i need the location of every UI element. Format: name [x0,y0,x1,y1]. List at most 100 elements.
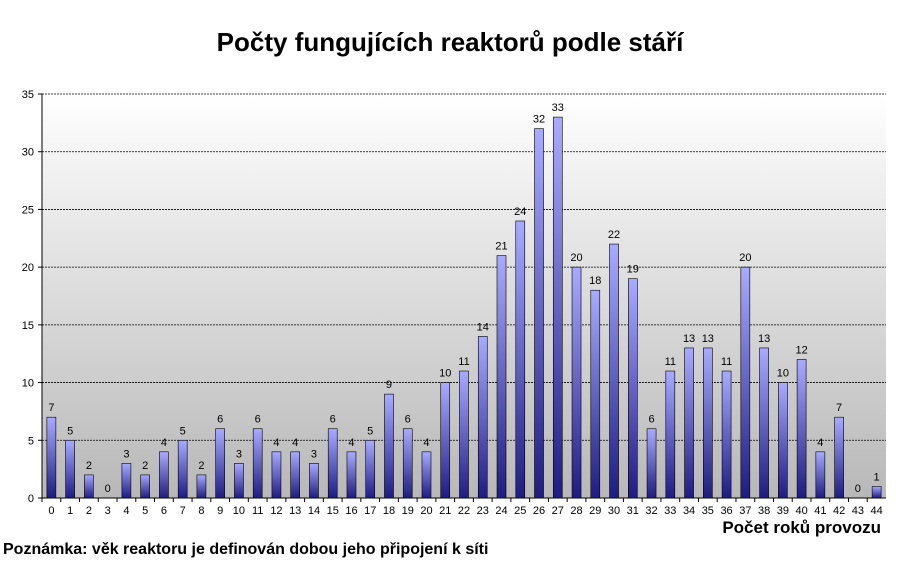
data-label-28: 20 [570,252,582,264]
y-tick-label: 35 [22,89,34,101]
x-tick-label-33: 33 [664,505,676,517]
data-label-3: 0 [105,483,111,495]
x-tick-labels: 0 1 2 3 4 5 6 7 8 9 10 11 12 13 14 15 16 17 18 19 20 21 22 23 24… [41,498,883,517]
data-label-31: 19 [627,264,639,276]
x-tick-label-27: 27 [552,505,564,517]
bar-10 [234,463,244,499]
bar-39 [778,382,788,499]
x-tick-label-14: 14 [308,505,320,517]
bar-0 [46,416,57,499]
data-label-37: 20 [739,252,751,264]
bar-11 [252,428,263,499]
data-label-0: 7 [48,402,54,414]
bar-23 [477,336,488,499]
bars [46,116,882,499]
bar-18 [384,393,394,499]
data-label-20: 4 [423,437,429,449]
bar-24 [496,255,507,499]
data-label-5: 2 [142,460,148,472]
bar-42 [834,416,844,499]
data-label-38: 13 [758,333,770,345]
x-tick-label-41: 41 [814,505,826,517]
bar-5 [140,474,150,499]
bar-17 [365,439,376,499]
data-label-29: 18 [589,275,601,287]
y-tick-label: 0 [28,493,34,505]
bar-36 [721,370,732,499]
bar-40 [796,359,807,499]
x-tick-label-31: 31 [627,505,639,517]
y-tick-label: 10 [22,378,34,390]
data-label-10: 3 [236,448,242,460]
bar-25 [515,220,526,499]
x-tick-label-13: 13 [289,505,301,517]
x-tick-label-2: 2 [86,505,92,517]
x-tick-label-38: 38 [758,505,770,517]
bar-6 [159,451,169,499]
bar-37 [740,266,751,499]
x-tick-label-42: 42 [833,505,845,517]
bar-19 [402,428,413,499]
bar-14 [309,463,319,499]
x-tick-label-12: 12 [270,505,282,517]
x-tick-label-35: 35 [702,505,714,517]
data-label-4: 3 [123,448,129,460]
bar-27 [552,116,563,499]
data-label-9: 6 [217,414,223,426]
x-tick-label-10: 10 [233,505,245,517]
chart-title: Počty fungujících reaktorů podle stáří [216,27,684,57]
x-tick-label-7: 7 [180,505,186,517]
x-tick-label-15: 15 [327,505,339,517]
y-tick-label: 30 [22,147,34,159]
data-label-14: 3 [311,448,317,460]
x-tick-label-29: 29 [589,505,601,517]
x-tick-label-23: 23 [477,505,489,517]
bar-1 [65,439,75,499]
bar-4 [121,463,132,499]
y-tick-label: 15 [22,320,34,332]
data-label-18: 9 [386,379,392,391]
data-label-7: 5 [180,425,186,437]
data-label-33: 11 [665,356,676,368]
y-tick-labels: 0 5 10 15 20 25 30 35 [22,89,42,505]
x-tick-label-26: 26 [533,505,545,517]
bar-15 [327,428,338,499]
data-label-11: 6 [255,414,261,426]
bar-8 [196,474,207,499]
bar-35 [703,347,713,499]
bar-33 [665,370,676,499]
data-label-26: 32 [533,114,545,126]
bar-12 [271,451,282,499]
data-label-13: 4 [292,437,298,449]
footnote: Poznámka: věk reaktoru je definován dobo… [3,541,489,558]
bar-9 [215,428,225,499]
data-label-12: 4 [273,437,279,449]
bar-26 [534,128,544,499]
x-tick-label-32: 32 [645,505,657,517]
bar-31 [627,278,638,499]
x-tick-label-43: 43 [852,505,864,517]
data-label-42: 7 [836,402,842,414]
x-tick-label-3: 3 [105,505,111,517]
bar-28 [571,266,582,499]
data-label-32: 6 [648,414,654,426]
y-tick-label: 20 [22,262,34,274]
data-label-27: 33 [552,102,564,114]
bar-2 [84,474,94,499]
data-label-44: 1 [874,471,880,483]
bar-30 [609,243,619,499]
x-tick-label-5: 5 [142,505,148,517]
x-tick-label-37: 37 [739,505,751,517]
bar-21 [440,382,451,499]
bar-32 [646,428,657,499]
x-tick-label-20: 20 [420,505,432,517]
x-tick-label-19: 19 [402,505,414,517]
x-tick-label-36: 36 [720,505,732,517]
bar-13 [290,451,301,499]
x-tick-label-18: 18 [383,505,395,517]
x-tick-label-22: 22 [458,505,470,517]
y-tick-label: 25 [22,204,34,216]
data-label-39: 10 [777,368,789,380]
x-tick-label-0: 0 [48,505,54,517]
